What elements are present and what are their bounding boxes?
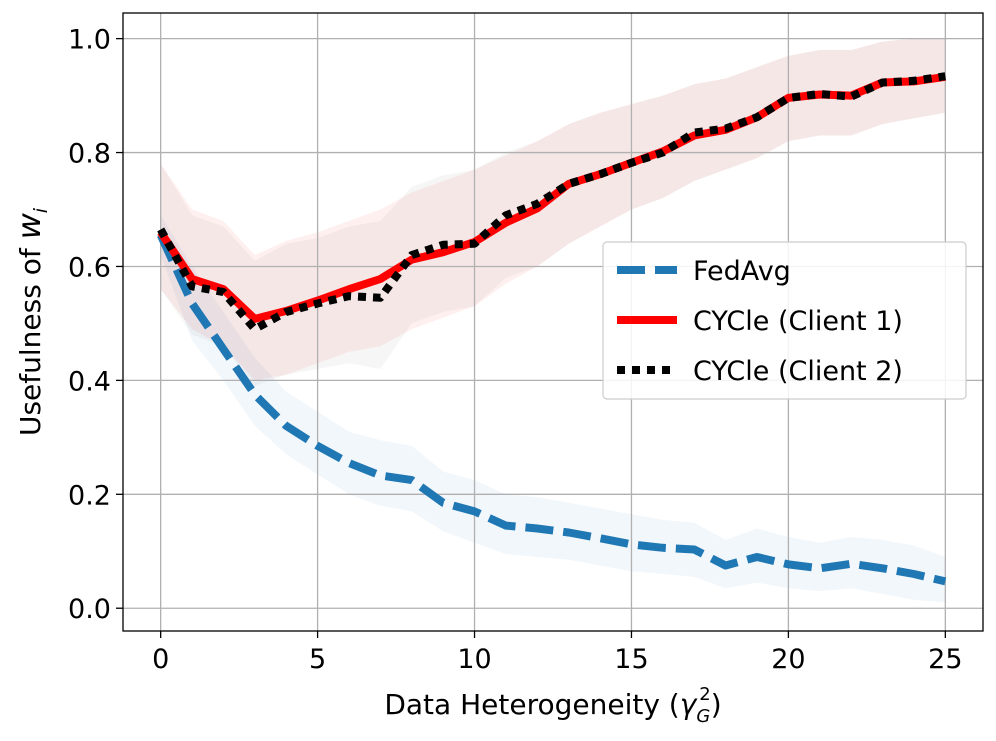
- y-axis: 0.0 0.2 0.4 0.6 0.8 1.0: [68, 25, 123, 625]
- y-tick-label: 0.0: [68, 594, 111, 625]
- legend-box: [602, 241, 967, 400]
- y-tick-label: 0.8: [68, 139, 111, 170]
- x-tick-label: 0: [152, 644, 169, 675]
- x-tick-label: 20: [771, 644, 805, 675]
- x-tick-label: 10: [457, 644, 491, 675]
- y-tick-label: 0.4: [68, 366, 111, 397]
- legend-label-client2: CYCle (Client 2): [693, 356, 903, 387]
- legend-label-fedavg: FedAvg: [693, 256, 791, 287]
- x-tick-label: 25: [928, 644, 962, 675]
- legend: FedAvg CYCle (Client 1) CYCle (Client 2): [602, 241, 967, 400]
- y-axis-label: Usefulness of wi: [10, 207, 52, 436]
- plot-frame: [122, 12, 984, 632]
- x-axis-label: Data Heterogeneity (γG2): [384, 684, 721, 727]
- x-tick-label: 5: [309, 644, 326, 675]
- series-line-0: [157, 233, 947, 586]
- y-tick-label: 0.6: [68, 252, 111, 283]
- x-tick-label: 15: [614, 644, 648, 675]
- legend-label-client1: CYCle (Client 1): [693, 306, 903, 337]
- y-tick-label: 0.2: [68, 480, 111, 511]
- x-axis: 0 5 10 15 20 25: [152, 631, 963, 675]
- y-tick-label: 1.0: [68, 25, 111, 56]
- series-lines: [157, 72, 947, 586]
- series-line-2: [157, 72, 946, 334]
